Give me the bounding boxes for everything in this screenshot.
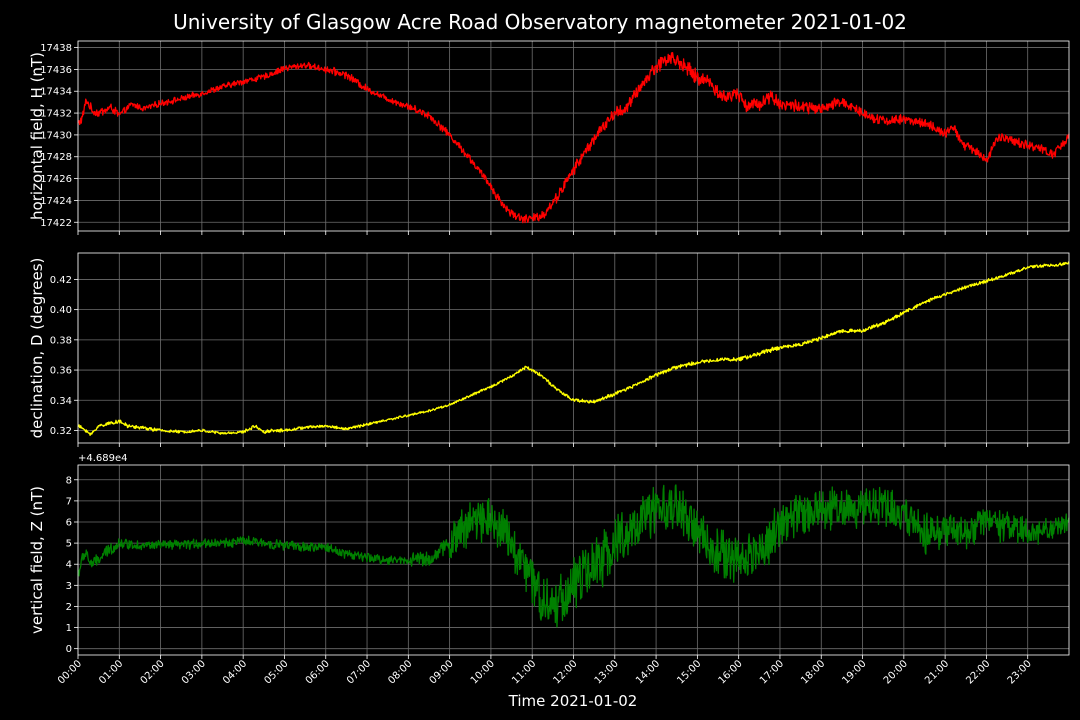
panel-Z: 0 1 2 3 4 5 6 7 8 vertical field, Z (nT) +4.689e4 (28, 453, 1070, 659)
series-line-Z (77, 484, 1070, 628)
y-tick-label: 7 (66, 496, 72, 507)
y-tick-label: 17428 (40, 152, 72, 163)
y-tick-label: 17422 (40, 218, 72, 229)
y-axis-label: horizontal field, H (nT) (28, 52, 46, 220)
x-tick-label: 01:00 (97, 658, 125, 686)
series-line-D (77, 261, 1070, 437)
x-tick-label: 20:00 (882, 658, 910, 686)
y-tick-label: 17430 (40, 130, 72, 141)
y-tick-label: 8 (66, 475, 72, 486)
y-tick-label: 0.38 (50, 335, 72, 346)
x-tick-label: 23:00 (1006, 658, 1034, 686)
x-axis-label: Time 2021-01-02 (508, 692, 638, 710)
y-tick-label: 0.32 (50, 426, 72, 437)
x-tick-label: 19:00 (841, 658, 869, 686)
x-tick-label: 03:00 (180, 658, 208, 686)
x-tick-label: 10:00 (469, 658, 497, 686)
y-tick-label: 0.36 (50, 366, 72, 377)
chart-title: University of Glasgow Acre Road Observat… (173, 10, 907, 34)
panel-D: 0.32 0.34 0.36 0.38 0.40 0.42 declination, D (… (28, 252, 1070, 447)
y-tick-label: 17436 (40, 65, 72, 76)
plot-frame (77, 464, 1070, 656)
y-tick-label: 2 (66, 602, 72, 613)
x-tick-label: 12:00 (551, 658, 579, 686)
y-tick-label: 17434 (40, 87, 72, 98)
x-tick-label: 08:00 (386, 658, 414, 686)
x-tick-label: 22:00 (964, 658, 992, 686)
series-line-H (77, 52, 1070, 224)
x-tick-label: 02:00 (139, 658, 167, 686)
y-tick-label: 3 (66, 581, 72, 592)
x-tick-label: 17:00 (758, 658, 786, 686)
y-tick-label: 0.40 (50, 305, 72, 316)
y-tick-label: 5 (66, 539, 72, 550)
panel-H: 17422 17424 17426 17428 17430 17432 17434 17436… (28, 40, 1070, 235)
y-tick-label: 4 (66, 560, 72, 571)
axis-offset-text: +4.689e4 (78, 453, 128, 464)
plot-frame (77, 40, 1070, 232)
y-axis-label: vertical field, Z (nT) (28, 486, 46, 634)
y-tick-label: 0.34 (50, 396, 72, 407)
x-tick-label: 21:00 (923, 658, 951, 686)
x-tick-label: 00:00 (56, 658, 84, 686)
y-tick-label: 17432 (40, 109, 72, 120)
y-tick-label: 17424 (40, 196, 72, 207)
x-tick-label: 18:00 (799, 658, 827, 686)
x-tick-label: 13:00 (593, 658, 621, 686)
x-tick-label: 16:00 (717, 658, 745, 686)
x-tick-label: 09:00 (428, 658, 456, 686)
x-tick-label: 06:00 (304, 658, 332, 686)
plot-frame (77, 252, 1070, 444)
x-tick-label: 04:00 (221, 658, 249, 686)
x-tick-label: 11:00 (510, 658, 538, 686)
x-tick-label: 14:00 (634, 658, 662, 686)
x-tick-label: 05:00 (262, 658, 290, 686)
y-tick-label: 0.42 (50, 275, 72, 286)
y-tick-label: 17426 (40, 174, 72, 185)
x-tick-label: 15:00 (675, 658, 703, 686)
y-tick-label: 6 (66, 518, 72, 529)
y-tick-label: 0 (66, 644, 72, 655)
x-tick-label: 07:00 (345, 658, 373, 686)
y-tick-label: 1 (66, 623, 72, 634)
y-axis-label: declination, D (degrees) (28, 258, 46, 439)
y-tick-label: 17438 (40, 43, 72, 54)
